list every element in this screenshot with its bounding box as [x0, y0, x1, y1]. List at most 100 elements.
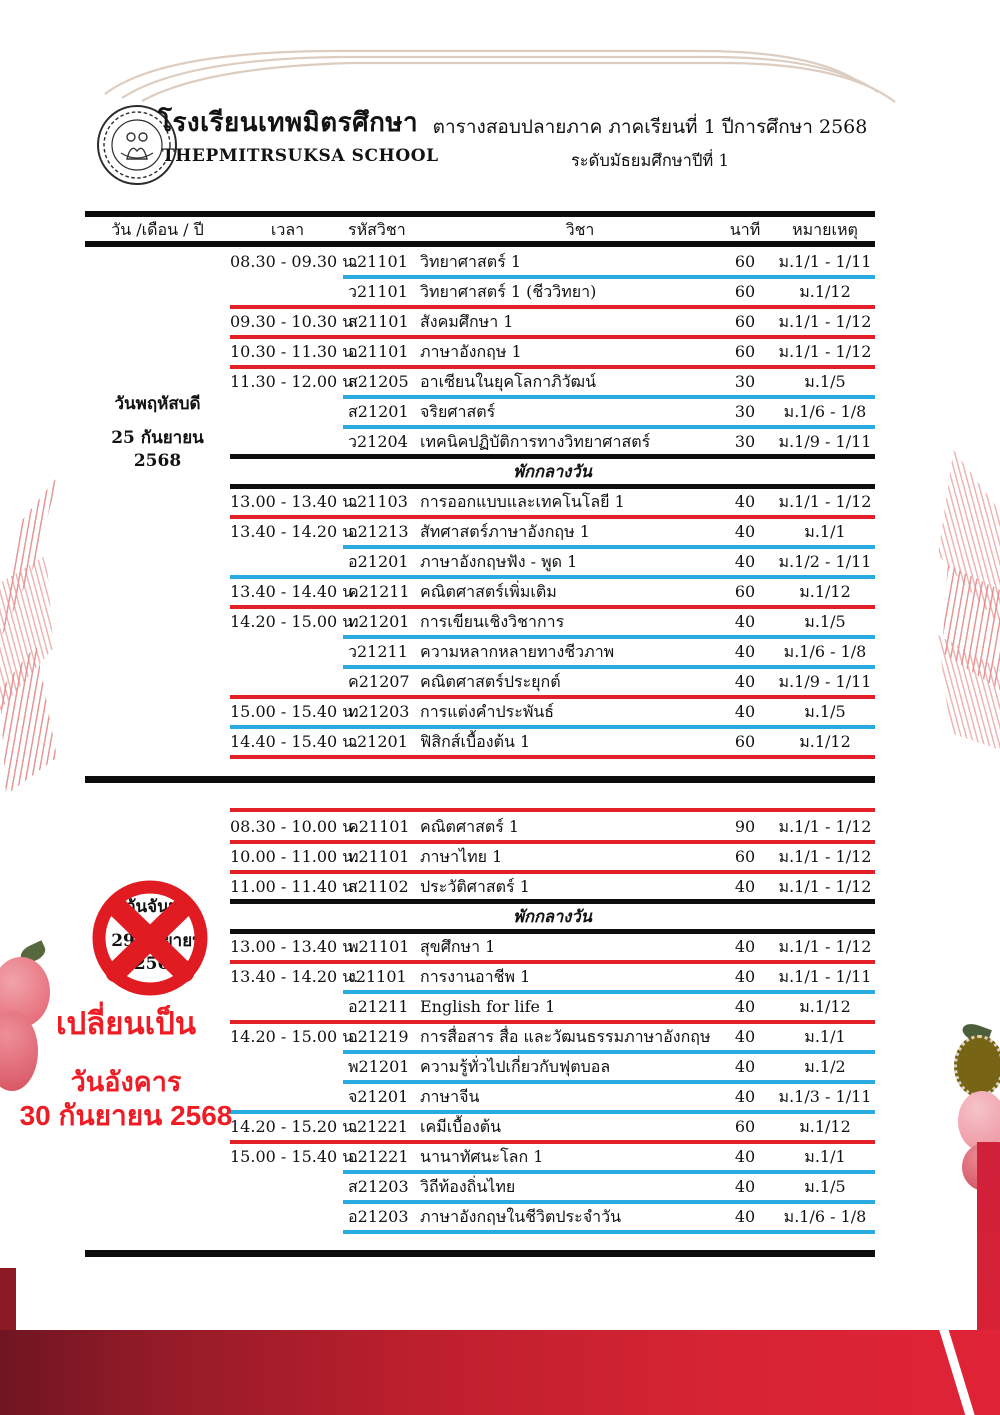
exam-note: ม.1/9 - 1/11: [778, 672, 872, 691]
exam-time: 11.30 - 12.00 น.: [230, 372, 359, 391]
changed-to-label: เปลี่ยนเป็น: [55, 1006, 197, 1041]
exam-row: 10.00 - 11.00 น. ท21101 ภาษาไทย 1 60 ม.1/1 -…: [85, 842, 875, 874]
subject-name: นานาทัศนะโลก 1: [420, 1147, 544, 1166]
subject-code: อ21219: [348, 1027, 409, 1046]
exam-row: 14.40 - 15.40 น. ว21201 ฟิสิกส์เบื้องต้น 1…: [85, 727, 875, 759]
exam-time: 13.00 - 13.40 น.: [230, 492, 359, 511]
exam-row: 14.20 - 15.00 น. อ21219 การสื่อสาร สื่อ แล…: [85, 1022, 875, 1054]
exam-minutes: 60: [734, 282, 756, 301]
subject-name: สัทศาสตร์ภาษาอังกฤษ 1: [420, 522, 590, 541]
exam-minutes: 40: [734, 1027, 756, 1046]
subject-code: อ21221: [348, 1147, 409, 1166]
exam-row: 15.00 - 15.40 น. อ21221 นานาทัศนะโลก 1 40 ม.…: [85, 1142, 875, 1174]
subject-code: อ21201: [348, 552, 409, 571]
exam-note: ม.1/6 - 1/8: [783, 1207, 867, 1226]
row-separator-line: [343, 990, 875, 994]
col-header-time: เวลา: [270, 220, 305, 239]
exam-note: ม.1/12: [799, 282, 851, 301]
exam-minutes: 40: [734, 492, 756, 511]
exam-minutes: 40: [734, 1177, 756, 1196]
row-separator-line: [343, 275, 875, 279]
row-separator-line: [230, 899, 875, 904]
subject-name: จริยศาสตร์: [420, 402, 496, 421]
exam-row: ส21201 จริยศาสตร์ 30 ม.1/6 - 1/8: [85, 397, 875, 429]
exam-time: [230, 1202, 345, 1232]
subject-name: ฟิสิกส์เบื้องต้น 1: [420, 732, 531, 751]
exam-row: ว21204 เทคนิคปฏิบัติการทางวิทยาศาสตร์ 30 ม.…: [85, 427, 875, 459]
subject-name: อาเซียนในยุคโลกาภิวัฒน์: [420, 372, 597, 391]
exam-note: ม.1/5: [804, 702, 846, 721]
row-separator-line: [343, 545, 875, 549]
exam-row: 08.30 - 10.00 น. ค21101 คณิตศาสตร์ 1 90 ม.1/…: [85, 812, 875, 844]
exam-note: ม.1/12: [799, 732, 851, 751]
row-separator-line: [230, 484, 875, 489]
row-separator-line: [230, 305, 875, 309]
exam-day-section: 08.30 - 09.30 น. ว21101 วิทยาศาสตร์ 1 60 ม.1…: [85, 247, 875, 759]
exam-row: 13.00 - 13.40 น. พ21101 สุขศึกษา 1 40 ม.1/1 …: [85, 932, 875, 964]
row-separator-line: [343, 635, 875, 639]
subject-code: ส21201: [348, 402, 409, 421]
row-separator-line: [230, 929, 875, 934]
exam-note: ม.1/1 - 1/12: [778, 847, 872, 866]
subject-name: การสื่อสาร สื่อ และวัฒนธรรมภาษาอังกฤษ: [420, 1027, 711, 1046]
exam-time: 09.30 - 10.30 น.: [230, 312, 359, 331]
exam-day-date: 25 กันยายน 2568: [111, 428, 204, 471]
subject-code: ส21101: [348, 312, 409, 331]
exam-minutes: 40: [734, 672, 756, 691]
new-exam-date: 30 กันยายน 2568: [19, 1100, 233, 1131]
exam-note: ม.1/1 - 1/12: [778, 342, 872, 361]
exam-note: ม.1/5: [804, 372, 846, 391]
exam-note: ม.1/1 - 1/12: [778, 492, 872, 511]
exam-note: ม.1/1 - 1/12: [778, 877, 872, 896]
exam-time: 14.20 - 15.00 น.: [230, 1027, 359, 1046]
col-header-subject: วิชา: [565, 220, 595, 239]
exam-note: ม.1/2: [804, 1057, 846, 1076]
row-separator-line: [343, 1200, 875, 1204]
subject-code: พ21201: [348, 1057, 410, 1076]
table-header-row: วัน /เดือน / ปี เวลา รหัสวิชา วิชา นาที …: [85, 217, 875, 241]
row-separator-line: [230, 695, 875, 699]
exam-row: ค21207 คณิตศาสตร์ประยุกต์ 40 ม.1/9 - 1/11: [85, 667, 875, 699]
left-flower-decoration: [0, 940, 62, 1095]
exam-time: [230, 667, 345, 697]
subject-code: ค21211: [348, 582, 410, 601]
exam-time: 08.30 - 10.00 น.: [230, 817, 359, 836]
table-bottom-bar: [85, 1250, 875, 1257]
subject-code: ว21101: [348, 252, 408, 271]
exam-note: ม.1/5: [804, 612, 846, 631]
exam-time: 10.30 - 11.30 น.: [230, 342, 359, 361]
row-separator-line: [230, 1020, 875, 1024]
subject-code: จ21201: [348, 1087, 409, 1106]
exam-row: 11.30 - 12.00 น. ส21205 อาเซียนในยุคโลกาภิ…: [85, 367, 875, 399]
subject-name: วิถีท้องถิ่นไทย: [420, 1177, 516, 1196]
col-header-code: รหัสวิชา: [348, 220, 406, 239]
exam-time: 11.00 - 11.40 น.: [230, 877, 359, 896]
exam-minutes: 40: [734, 1147, 756, 1166]
exam-time: [230, 427, 345, 457]
exam-note: ม.1/3 - 1/11: [778, 1087, 872, 1106]
exam-time: 15.00 - 15.40 น.: [230, 702, 359, 721]
lunch-break-row: พักกลางวัน: [85, 457, 875, 489]
subject-name: ความรู้ทั่วไปเกี่ยวกับฟุตบอล: [420, 1057, 611, 1076]
exam-time: [230, 992, 345, 1022]
exam-note: ม.1/1 - 1/12: [778, 312, 872, 331]
exam-row: 10.30 - 11.30 น. อ21101 ภาษาอังกฤษ 1 60 ม.1/…: [85, 337, 875, 369]
subject-name: การเขียนเชิงวิชาการ: [420, 612, 565, 631]
exam-row: 13.40 - 14.20 น. อ21213 สัทศาสตร์ภาษาอังกฤ…: [85, 517, 875, 549]
subject-code: ว21201: [348, 732, 408, 751]
exam-time: 14.20 - 15.00 น.: [230, 612, 359, 631]
exam-note: ม.1/2 - 1/11: [778, 552, 872, 571]
col-header-minutes: นาที: [729, 220, 761, 239]
row-separator-line: [230, 605, 875, 609]
row-separator-line: [230, 335, 875, 339]
subject-name: ภาษาไทย 1: [420, 847, 503, 866]
subject-name: เทคนิคปฏิบัติการทางวิทยาศาสตร์: [420, 432, 651, 451]
exam-time: [230, 1052, 345, 1082]
bottom-red-band: [0, 1330, 1000, 1415]
exam-minutes: 40: [734, 937, 756, 956]
exam-minutes: 60: [734, 252, 756, 271]
exam-minutes: 90: [734, 817, 756, 836]
exam-minutes: 40: [734, 552, 756, 571]
top-swirl-decoration: [104, 49, 896, 103]
